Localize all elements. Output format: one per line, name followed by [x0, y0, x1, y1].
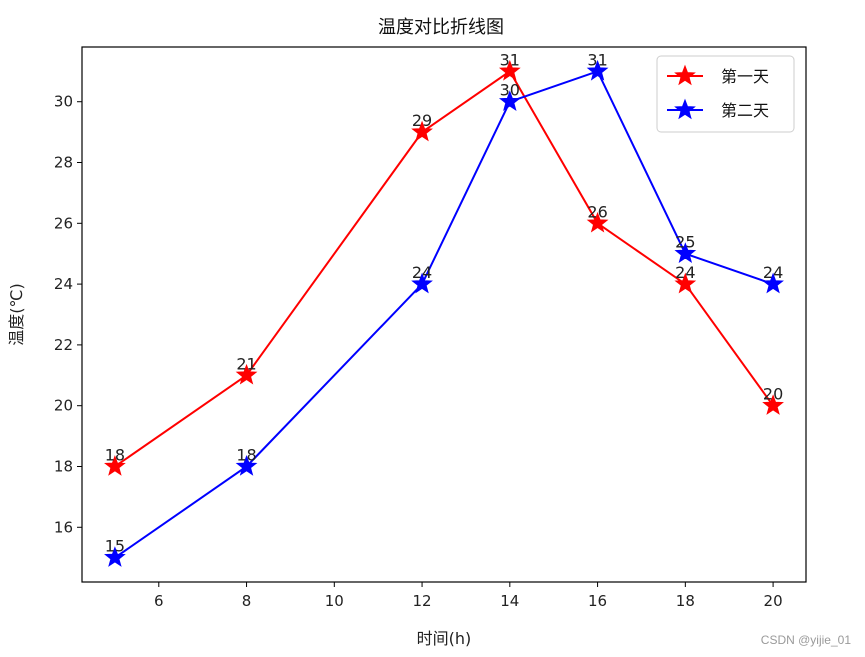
x-axis: 6 8 10 12 14 16 18 20 [154, 582, 783, 610]
y-tick-label: 30 [54, 93, 73, 111]
data-point-star [498, 59, 521, 81]
legend-label: 第二天 [721, 101, 769, 120]
y-tick-label: 24 [54, 275, 73, 293]
data-label: 24 [675, 263, 695, 282]
data-label: 25 [675, 233, 695, 252]
series-line [114, 70, 774, 559]
x-tick-label: 8 [242, 592, 252, 610]
data-label: 18 [105, 445, 125, 464]
data-label: 31 [587, 50, 607, 69]
data-point-star [411, 272, 433, 294]
data-point-star [235, 455, 258, 476]
data-label: 29 [412, 111, 432, 130]
x-tick-label: 14 [500, 592, 519, 610]
data-label: 15 [105, 537, 125, 556]
y-tick-label: 22 [54, 336, 73, 354]
data-point-star [104, 546, 126, 567]
data-point-star [586, 211, 609, 233]
data-label: 26 [587, 202, 607, 221]
data-point-star [104, 455, 126, 476]
y-axis-label: 温度(℃) [7, 283, 26, 345]
data-label: 30 [500, 81, 520, 100]
data-point-star [674, 272, 697, 294]
y-tick-label: 16 [54, 518, 73, 536]
data-label: 20 [763, 385, 783, 404]
data-point-star [762, 394, 784, 415]
legend-label: 第一天 [721, 67, 769, 86]
chart-title: 温度对比折线图 [378, 17, 504, 38]
data-label: 18 [236, 445, 256, 464]
y-tick-label: 26 [54, 214, 73, 232]
plot-area-frame [81, 46, 807, 583]
series-1: 18 21 29 31 26 24 20 [104, 50, 784, 476]
watermark: CSDN @yijie_01 [760, 633, 851, 647]
data-point-star [235, 363, 258, 385]
data-label: 31 [500, 50, 520, 69]
x-tick-label: 16 [588, 592, 607, 610]
data-label: 24 [763, 263, 783, 282]
data-point-star [411, 120, 433, 142]
y-tick-label: 20 [54, 397, 73, 415]
x-tick-label: 10 [325, 592, 344, 610]
y-tick-label: 18 [54, 457, 73, 475]
y-axis: 16 18 20 22 24 26 28 30 [54, 93, 82, 536]
data-point-star [498, 90, 521, 111]
data-label: 21 [236, 354, 256, 373]
data-point-star [674, 242, 697, 263]
x-tick-label: 12 [413, 592, 432, 610]
data-label: 24 [412, 263, 432, 282]
legend-star-icon [674, 64, 696, 86]
legend-item: 第二天 [667, 98, 769, 120]
x-tick-label: 6 [154, 592, 164, 610]
legend-item: 第一天 [667, 64, 769, 86]
series-2: 15 18 24 30 31 25 24 [104, 50, 784, 567]
y-tick-label: 28 [54, 154, 73, 172]
legend-star-icon [674, 98, 696, 120]
data-point-star [762, 272, 784, 294]
x-axis-label: 时间(h) [417, 629, 472, 648]
data-point-star [586, 59, 609, 81]
series-layer: 18 21 29 31 26 24 20 15 18 24 30 31 25 24 [104, 50, 784, 567]
x-tick-label: 20 [764, 592, 783, 610]
x-tick-label: 18 [676, 592, 695, 610]
